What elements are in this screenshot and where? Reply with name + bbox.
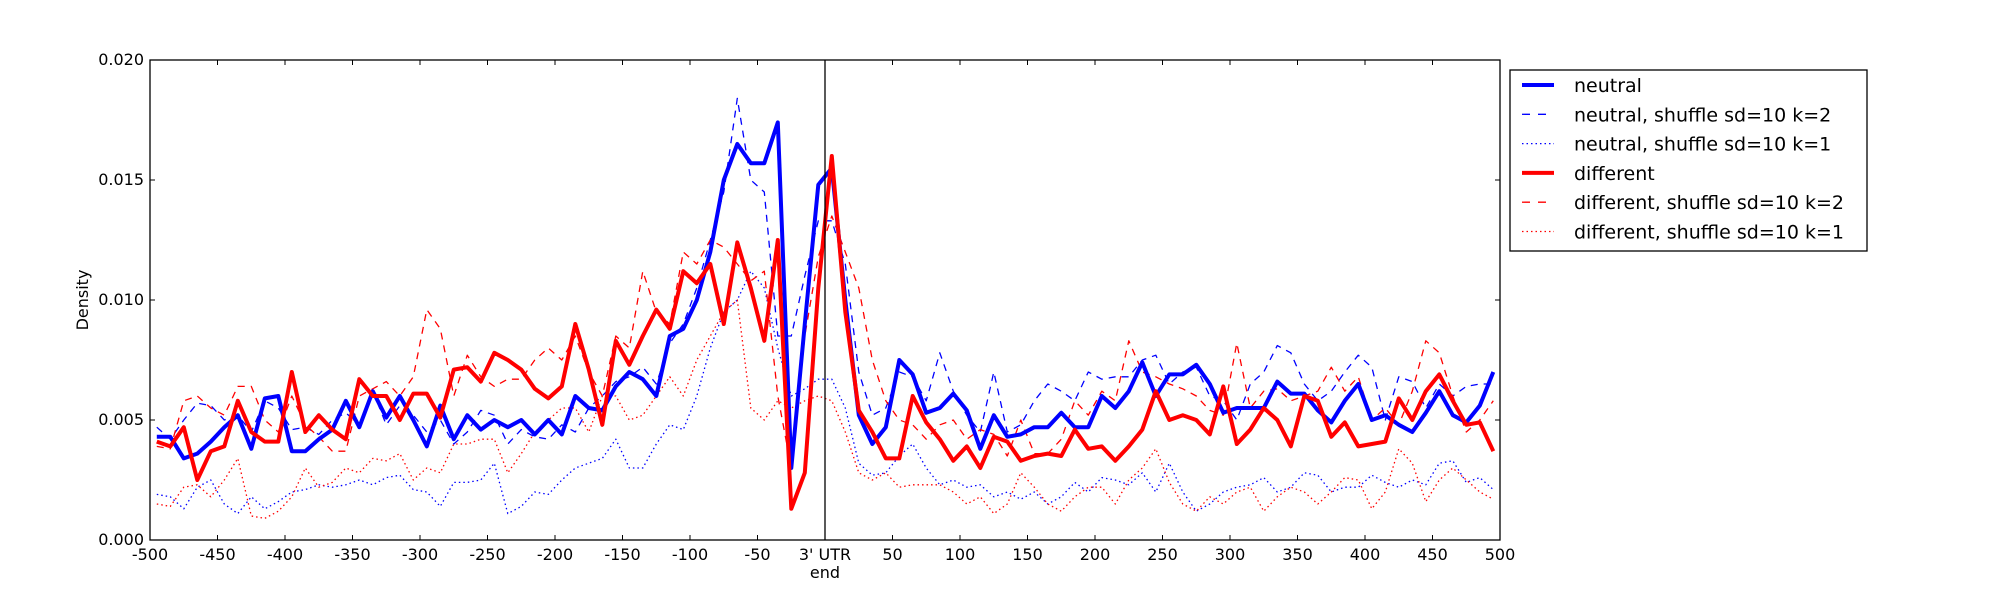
x-tick-label: 150 bbox=[1012, 545, 1043, 564]
x-tick-label: 50 bbox=[882, 545, 902, 564]
x-tick-label: 3' UTR bbox=[799, 545, 851, 564]
series-line-2 bbox=[156, 270, 1494, 515]
series-line-4 bbox=[156, 215, 1494, 469]
legend-frame bbox=[1509, 69, 1868, 252]
y-tick-label: 0.010 bbox=[98, 290, 144, 309]
y-tick-label: 0.000 bbox=[98, 530, 144, 549]
x-tick-label: 400 bbox=[1350, 545, 1381, 564]
x-axis-label: end bbox=[810, 563, 840, 582]
y-axis-label: Density bbox=[73, 270, 92, 331]
x-tick-label: -300 bbox=[402, 545, 438, 564]
ticks-layer: -500 -450 -400 -350 -300 -250 -200 -150 -100 -50 3… bbox=[98, 50, 1515, 564]
x-tick-label: 200 bbox=[1080, 545, 1111, 564]
x-tick-label: -200 bbox=[537, 545, 573, 564]
legend-label-0: neutral bbox=[1574, 75, 1642, 97]
x-tick-label: 450 bbox=[1417, 545, 1448, 564]
x-tick-label: -450 bbox=[199, 545, 235, 564]
x-tick-label: -350 bbox=[334, 545, 370, 564]
legend-label-4: different, shuffle sd=10 k=2 bbox=[1574, 192, 1844, 214]
y-tick-label: 0.020 bbox=[98, 50, 144, 69]
y-tick-label: 0.005 bbox=[98, 410, 144, 429]
legend-label-1: neutral, shuffle sd=10 k=2 bbox=[1574, 104, 1831, 126]
x-tick-label: 100 bbox=[945, 545, 976, 564]
x-tick-label: -500 bbox=[132, 545, 168, 564]
x-tick-label: -400 bbox=[267, 545, 303, 564]
x-tick-label: -250 bbox=[469, 545, 505, 564]
legend-label-3: different bbox=[1574, 163, 1655, 185]
x-tick-label: -100 bbox=[672, 545, 708, 564]
x-tick-label: -150 bbox=[604, 545, 640, 564]
legend-label-5: different, shuffle sd=10 k=1 bbox=[1574, 222, 1844, 244]
y-tick-label: 0.015 bbox=[98, 170, 144, 189]
legend-label-2: neutral, shuffle sd=10 k=1 bbox=[1574, 134, 1831, 156]
legend: neutral neutral, shuffle sd=10 k=2 neutral… bbox=[1509, 69, 1868, 252]
x-tick-label: 350 bbox=[1282, 545, 1313, 564]
x-tick-label: 300 bbox=[1215, 545, 1246, 564]
x-tick-label: 250 bbox=[1147, 545, 1178, 564]
x-tick-label: -50 bbox=[744, 545, 770, 564]
x-tick-label: 500 bbox=[1485, 545, 1516, 564]
